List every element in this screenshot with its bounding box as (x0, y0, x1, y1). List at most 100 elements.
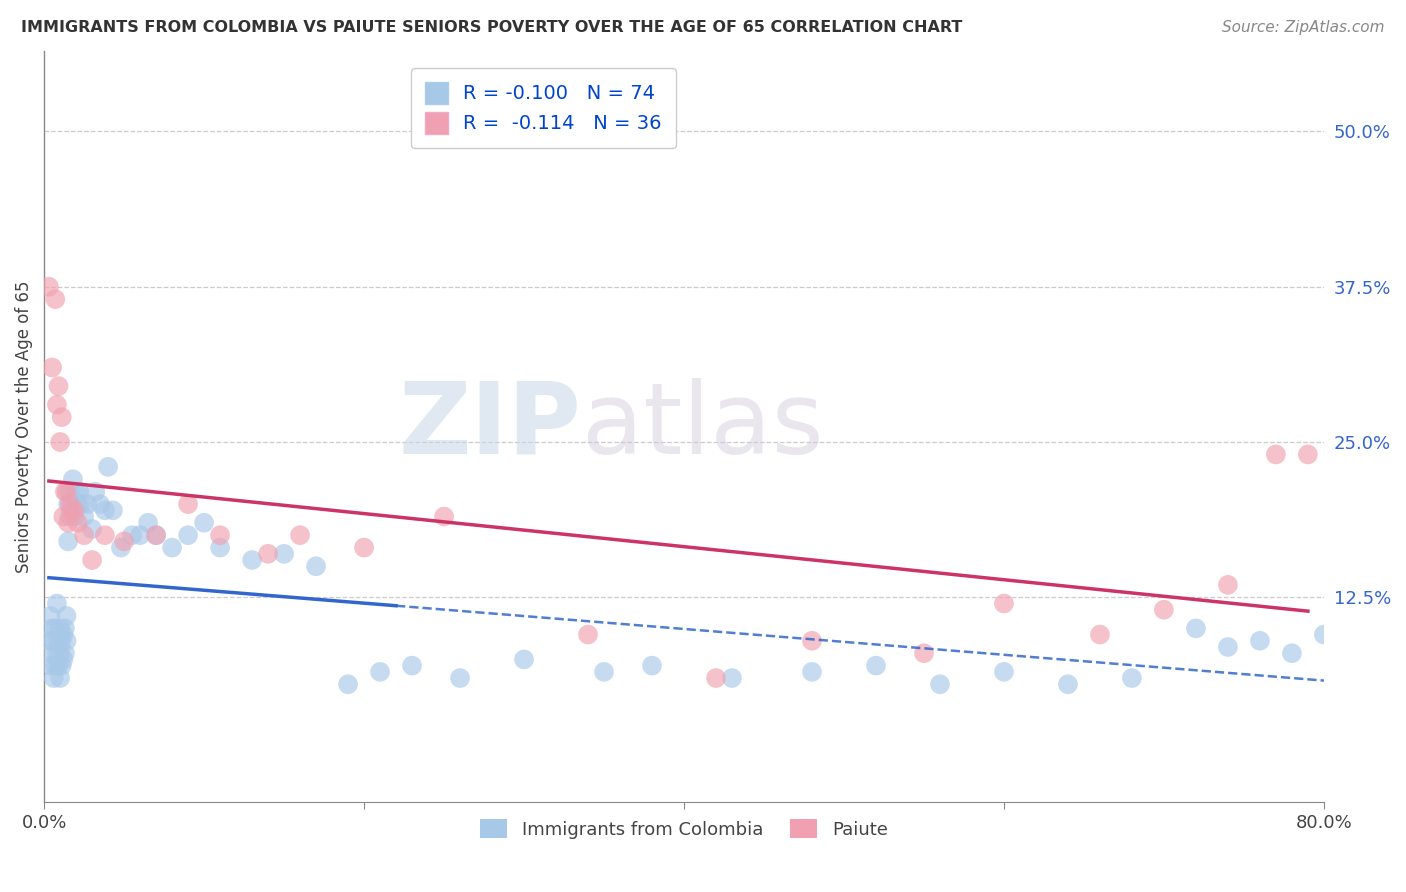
Point (53, 646, 76, 660)
Point (209, 541, 232, 555)
Point (49, 621, 72, 635)
Point (368, 665, 391, 679)
Point (1249, 633, 1271, 648)
Point (101, 503, 124, 517)
Point (721, 671, 744, 685)
Point (353, 541, 375, 555)
Text: IMMIGRANTS FROM COLOMBIA VS PAIUTE SENIORS POVERTY OVER THE AGE OF 65 CORRELATIO: IMMIGRANTS FROM COLOMBIA VS PAIUTE SENIO… (21, 20, 963, 35)
Point (56, 497, 79, 511)
Point (576, 627, 599, 641)
Point (1216, 640, 1239, 654)
Point (1216, 578, 1239, 592)
Point (1296, 447, 1319, 461)
Point (273, 547, 295, 561)
Point (209, 528, 232, 542)
Point (65, 484, 87, 499)
Point (60, 503, 83, 517)
Point (49, 646, 72, 660)
Point (55, 633, 77, 648)
Point (929, 677, 952, 691)
Point (45, 398, 67, 412)
Point (136, 516, 159, 530)
Point (145, 528, 167, 542)
Point (49, 671, 72, 685)
Point (39, 608, 62, 623)
Point (257, 547, 280, 561)
Point (1153, 603, 1175, 617)
Point (337, 677, 360, 691)
Point (177, 497, 200, 511)
Point (38, 633, 60, 648)
Y-axis label: Seniors Poverty Over the Age of 65: Seniors Poverty Over the Age of 65 (15, 280, 32, 573)
Point (704, 671, 727, 685)
Point (41, 360, 63, 375)
Point (66, 497, 89, 511)
Point (63, 503, 86, 517)
Point (55, 608, 77, 623)
Point (45, 646, 67, 660)
Point (44, 658, 66, 673)
Point (70, 497, 93, 511)
Point (59, 509, 82, 524)
Point (62, 472, 84, 486)
Legend: Immigrants from Colombia, Paiute: Immigrants from Colombia, Paiute (472, 812, 896, 846)
Point (129, 528, 152, 542)
Point (38, 279, 60, 293)
Text: atlas: atlas (582, 378, 824, 475)
Point (59, 497, 82, 511)
Point (240, 553, 263, 567)
Point (993, 665, 1015, 679)
Point (401, 658, 423, 673)
Point (56, 534, 79, 549)
Point (160, 541, 183, 555)
Point (145, 528, 167, 542)
Point (51, 410, 73, 425)
Point (44, 292, 66, 306)
Point (193, 516, 215, 530)
Point (801, 633, 824, 648)
Point (42, 671, 65, 685)
Point (1057, 677, 1080, 691)
Point (53, 484, 76, 499)
Point (1121, 671, 1143, 685)
Point (121, 528, 143, 542)
Point (1185, 621, 1208, 635)
Point (288, 528, 311, 542)
Point (82, 553, 104, 567)
Point (42, 633, 65, 648)
Point (55, 484, 77, 499)
Point (56, 516, 79, 530)
Text: Source: ZipAtlas.com: Source: ZipAtlas.com (1222, 20, 1385, 35)
Point (73, 509, 96, 524)
Point (1264, 447, 1286, 461)
Point (433, 509, 456, 524)
Point (865, 658, 887, 673)
Point (51, 658, 73, 673)
Point (641, 658, 664, 673)
Point (41, 621, 63, 635)
Text: ZIP: ZIP (399, 378, 582, 475)
Point (53, 621, 76, 635)
Point (912, 646, 935, 660)
Point (67, 484, 90, 499)
Point (94, 528, 117, 542)
Point (59, 484, 82, 499)
Point (993, 597, 1015, 611)
Point (76, 497, 98, 511)
Point (51, 633, 73, 648)
Point (48, 379, 70, 393)
Point (49, 435, 72, 450)
Point (110, 541, 132, 555)
Point (305, 559, 328, 574)
Point (449, 671, 471, 685)
Point (94, 503, 117, 517)
Point (44, 621, 66, 635)
Point (89, 497, 111, 511)
Point (1313, 627, 1336, 641)
Point (60, 497, 83, 511)
Point (66, 516, 89, 530)
Point (41, 646, 63, 660)
Point (97, 459, 120, 474)
Point (52, 652, 75, 666)
Point (48, 633, 70, 648)
